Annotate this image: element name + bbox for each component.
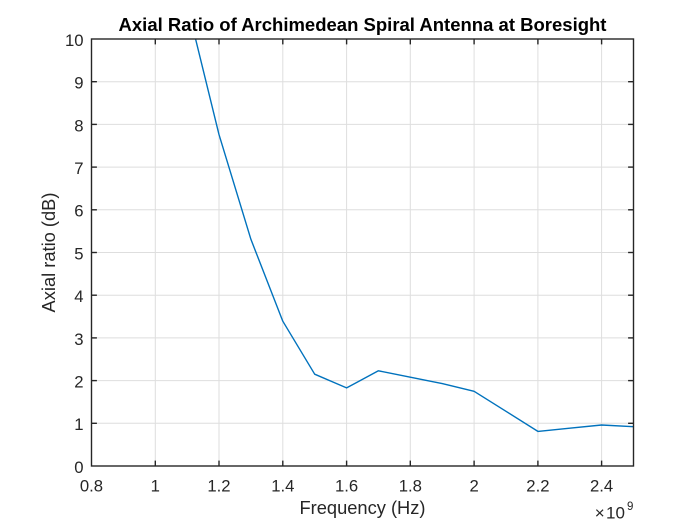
svg-text:1.4: 1.4: [271, 477, 294, 496]
svg-text:1.2: 1.2: [207, 477, 230, 496]
svg-text:Axial ratio (dB): Axial ratio (dB): [38, 193, 59, 313]
svg-text:8: 8: [74, 116, 83, 135]
svg-text:5: 5: [74, 244, 83, 263]
svg-text:2: 2: [469, 477, 478, 496]
svg-text:3: 3: [74, 330, 83, 349]
svg-text:Frequency (Hz): Frequency (Hz): [300, 497, 426, 518]
svg-text:2.4: 2.4: [590, 477, 613, 496]
svg-text:×109: ×10 9: [595, 501, 634, 523]
svg-text:9: 9: [74, 74, 83, 93]
svg-text:10: 10: [65, 31, 84, 50]
svg-text:6: 6: [74, 202, 83, 221]
svg-text:1.8: 1.8: [399, 477, 422, 496]
svg-text:2: 2: [74, 373, 83, 392]
svg-text:0.8: 0.8: [80, 477, 103, 496]
svg-text:0: 0: [74, 458, 83, 477]
svg-text:2.2: 2.2: [526, 477, 549, 496]
svg-text:1: 1: [74, 415, 83, 434]
svg-text:Axial Ratio of Archimedean Spi: Axial Ratio of Archimedean Spiral Antenn…: [119, 14, 607, 35]
svg-text:1.6: 1.6: [335, 477, 358, 496]
svg-text:4: 4: [74, 287, 83, 306]
svg-text:7: 7: [74, 159, 83, 178]
svg-text:1: 1: [151, 477, 160, 496]
